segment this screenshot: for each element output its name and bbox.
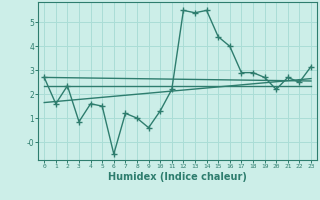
X-axis label: Humidex (Indice chaleur): Humidex (Indice chaleur) [108, 172, 247, 182]
